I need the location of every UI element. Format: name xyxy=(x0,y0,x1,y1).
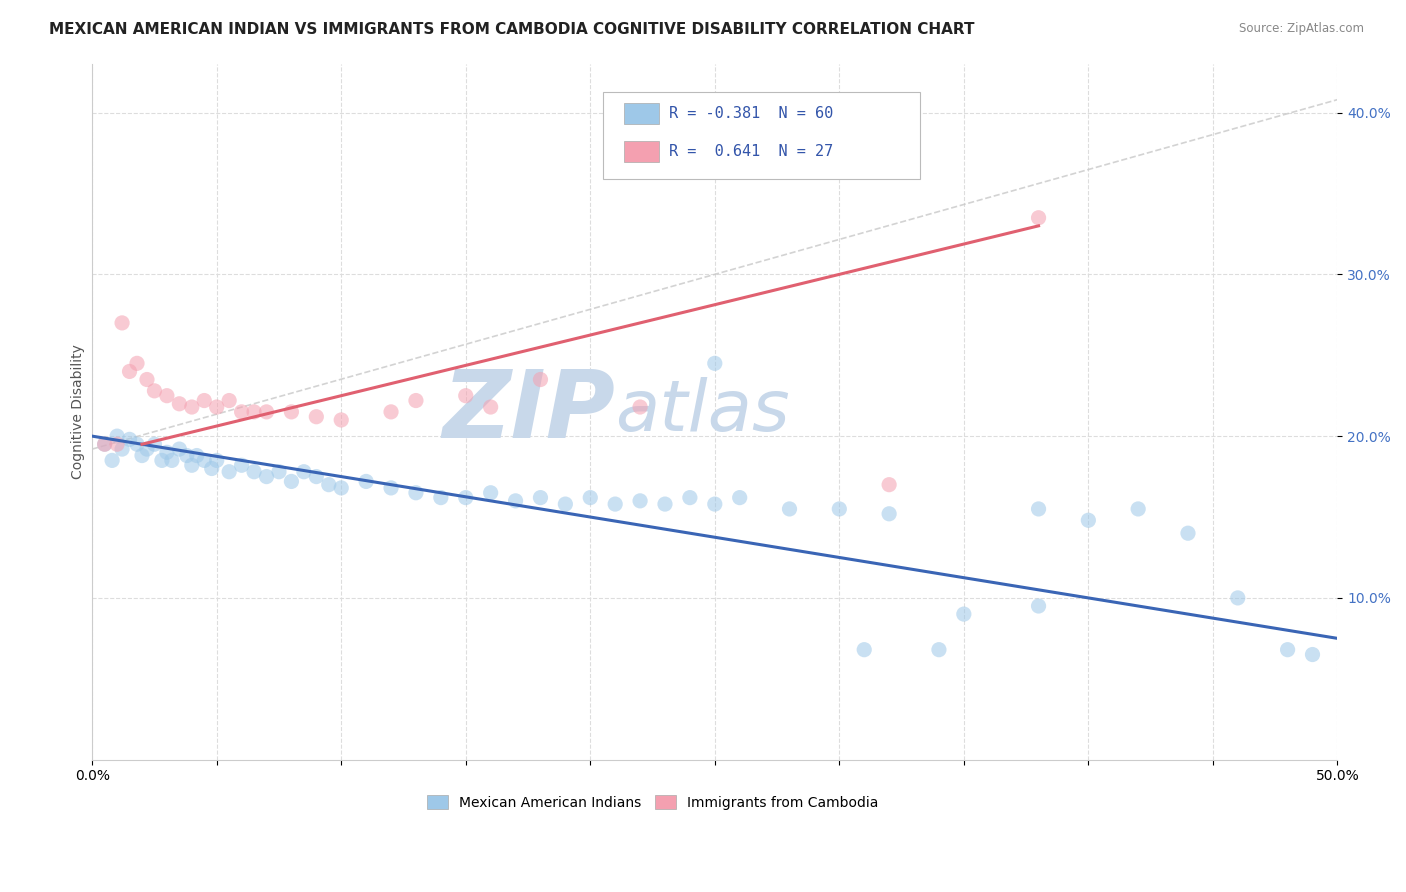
Text: atlas: atlas xyxy=(616,377,790,446)
Point xyxy=(380,481,402,495)
Point xyxy=(703,356,725,370)
Point xyxy=(479,485,502,500)
Point xyxy=(186,449,208,463)
Point xyxy=(628,400,651,414)
Point xyxy=(318,477,340,491)
Point xyxy=(243,465,266,479)
Point xyxy=(267,465,290,479)
Point xyxy=(330,481,353,495)
Point xyxy=(1128,502,1150,516)
Point xyxy=(218,393,240,408)
Point xyxy=(136,442,159,456)
Point xyxy=(330,413,353,427)
Point xyxy=(105,437,128,451)
Point xyxy=(380,405,402,419)
Point xyxy=(150,453,173,467)
Point xyxy=(180,400,202,414)
Point xyxy=(579,491,602,505)
Point xyxy=(118,364,141,378)
Point xyxy=(454,389,477,403)
Point xyxy=(1028,211,1050,225)
Point xyxy=(430,491,453,505)
FancyBboxPatch shape xyxy=(603,92,921,178)
Point xyxy=(205,453,228,467)
Text: R = -0.381  N = 60: R = -0.381 N = 60 xyxy=(669,106,832,121)
Point xyxy=(111,442,134,456)
Point xyxy=(256,469,278,483)
Point xyxy=(354,475,377,489)
Point xyxy=(169,442,191,456)
Point xyxy=(1177,526,1199,541)
Point xyxy=(828,502,851,516)
Point xyxy=(160,453,183,467)
FancyBboxPatch shape xyxy=(624,103,659,124)
Text: ZIP: ZIP xyxy=(443,366,616,458)
Point xyxy=(143,437,166,451)
Point xyxy=(1301,648,1323,662)
Point xyxy=(111,316,134,330)
Point xyxy=(405,485,427,500)
Text: R =  0.641  N = 27: R = 0.641 N = 27 xyxy=(669,145,832,159)
Point xyxy=(243,405,266,419)
Point xyxy=(405,393,427,408)
Point xyxy=(131,449,153,463)
Point xyxy=(703,497,725,511)
Point xyxy=(679,491,702,505)
Point xyxy=(1277,642,1299,657)
Point xyxy=(218,465,240,479)
Point xyxy=(853,642,876,657)
Point xyxy=(231,458,253,473)
Point xyxy=(280,475,302,489)
Point xyxy=(877,477,900,491)
Point xyxy=(105,429,128,443)
Point xyxy=(101,453,124,467)
Legend: Mexican American Indians, Immigrants from Cambodia: Mexican American Indians, Immigrants fro… xyxy=(422,789,884,815)
Point xyxy=(180,458,202,473)
Point xyxy=(125,356,148,370)
Point xyxy=(143,384,166,398)
Point xyxy=(205,400,228,414)
Point xyxy=(605,497,627,511)
Point xyxy=(877,507,900,521)
Point xyxy=(93,437,115,451)
Point xyxy=(176,449,198,463)
Point xyxy=(169,397,191,411)
Point xyxy=(231,405,253,419)
Point xyxy=(125,437,148,451)
Point xyxy=(454,491,477,505)
Point xyxy=(654,497,676,511)
Point xyxy=(529,372,551,386)
Point xyxy=(728,491,751,505)
Point xyxy=(292,465,315,479)
Point xyxy=(1077,513,1099,527)
Point xyxy=(928,642,950,657)
Point xyxy=(505,493,527,508)
Text: MEXICAN AMERICAN INDIAN VS IMMIGRANTS FROM CAMBODIA COGNITIVE DISABILITY CORRELA: MEXICAN AMERICAN INDIAN VS IMMIGRANTS FR… xyxy=(49,22,974,37)
Point xyxy=(201,461,224,475)
Point xyxy=(953,607,976,621)
Point xyxy=(554,497,576,511)
Point xyxy=(479,400,502,414)
Point xyxy=(305,409,328,424)
Point xyxy=(1226,591,1249,605)
Point xyxy=(193,393,215,408)
Point xyxy=(529,491,551,505)
FancyBboxPatch shape xyxy=(624,141,659,162)
Point xyxy=(305,469,328,483)
Point xyxy=(156,445,179,459)
Point xyxy=(118,433,141,447)
Y-axis label: Cognitive Disability: Cognitive Disability xyxy=(72,344,86,479)
Point xyxy=(280,405,302,419)
Point xyxy=(779,502,801,516)
Text: Source: ZipAtlas.com: Source: ZipAtlas.com xyxy=(1239,22,1364,36)
Point xyxy=(1028,599,1050,613)
Point xyxy=(1028,502,1050,516)
Point xyxy=(628,493,651,508)
Point xyxy=(93,437,115,451)
Point xyxy=(136,372,159,386)
Point xyxy=(193,453,215,467)
Point xyxy=(156,389,179,403)
Point xyxy=(256,405,278,419)
